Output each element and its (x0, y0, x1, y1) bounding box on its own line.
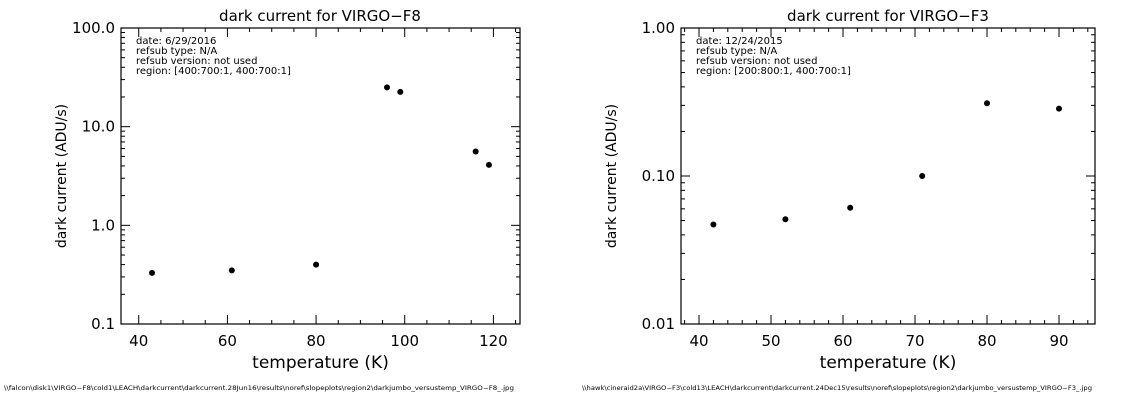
x-tick-label: 40 (689, 332, 708, 350)
data-point (384, 84, 390, 91)
x-tick-label: 60 (218, 332, 237, 350)
data-point (472, 148, 479, 155)
x-tick-label: 90 (1049, 332, 1068, 350)
x-tick-label: 60 (833, 332, 852, 350)
y-tick-label: 10.0 (82, 118, 115, 136)
annotation-line: refsub type: N/A (136, 46, 217, 57)
annotation-line: date: 12/24/2015 (696, 36, 783, 47)
y-tick-label: 1.0 (91, 216, 115, 234)
annotation-line: region: [400:700:1, 400:700:1] (136, 66, 291, 77)
x-tick-label: 70 (905, 332, 924, 350)
data-point (149, 269, 156, 276)
data-point (313, 261, 320, 268)
annotation-line: refsub version: not used (136, 56, 257, 67)
y-tick-label: 0.10 (642, 167, 675, 185)
file-path-footer: \\falcon\disk1\VIRGO−F8\cold1\LEACH\dark… (4, 385, 514, 392)
x-tick-label: 100 (390, 332, 419, 350)
x-tick-label: 120 (479, 332, 508, 350)
annotation-line: region: [200:800:1, 400:700:1] (696, 66, 851, 77)
plot-frame (120, 27, 521, 325)
data-point (1056, 105, 1062, 112)
data-point (397, 88, 404, 95)
chart-title: dark current for VIRGO−F3 (787, 7, 989, 25)
data-point (485, 161, 492, 168)
data-point (847, 204, 854, 211)
y-axis-label: dark current (ADU/s) (604, 104, 620, 248)
file-path-footer: \\hawk\cineraid2a\VIRGO−F3\cold13\LEACH\… (582, 385, 1092, 392)
data-point (919, 173, 926, 179)
x-tick-label: 50 (761, 332, 780, 350)
y-tick-label: 100.0 (72, 19, 115, 37)
chart-2: dark current for VIRGO−F3 40 50 60 70 80 90 0.0… (582, 7, 1096, 392)
data-point (984, 100, 990, 107)
chart-title: dark current for VIRGO−F8 (219, 7, 421, 25)
y-tick-label: 1.00 (642, 19, 675, 37)
x-axis-label: temperature (K) (252, 353, 389, 373)
data-point (782, 216, 789, 223)
data-point (228, 267, 235, 274)
y-tick-label: 0.01 (642, 315, 675, 333)
chart-1: dark current for VIRGO−F8 40 60 80 100 120 0.1… (4, 7, 521, 392)
annotation-line: refsub type: N/A (696, 46, 777, 57)
x-tick-label: 80 (977, 332, 996, 350)
y-tick-label: 0.1 (91, 315, 115, 333)
y-axis-label: dark current (ADU/s) (54, 104, 70, 248)
x-tick-label: 40 (129, 332, 148, 350)
x-axis-label: temperature (K) (820, 353, 957, 373)
annotation-line: date: 6/29/2016 (136, 36, 216, 47)
annotation-line: refsub version: not used (696, 56, 817, 67)
x-tick-label: 80 (307, 332, 326, 350)
data-point (710, 221, 717, 228)
